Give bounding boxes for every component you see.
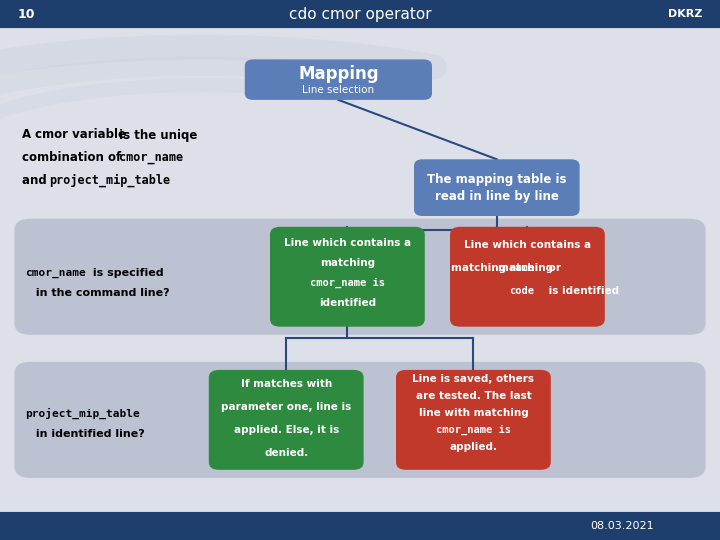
Text: Line which contains a: Line which contains a <box>284 238 411 248</box>
Text: cmor variable: cmor variable <box>35 129 125 141</box>
FancyBboxPatch shape <box>0 512 720 540</box>
Text: parameter one, line is: parameter one, line is <box>221 402 351 412</box>
Text: Line is saved, others: Line is saved, others <box>413 374 534 384</box>
FancyBboxPatch shape <box>270 227 425 327</box>
Text: cmor_name is: cmor_name is <box>436 425 511 435</box>
Text: or: or <box>546 263 562 273</box>
Text: in the command line?: in the command line? <box>32 288 170 298</box>
Text: project_mip_table: project_mip_table <box>49 174 170 187</box>
Text: in identified line?: in identified line? <box>32 429 145 438</box>
Text: cmor_name is: cmor_name is <box>310 278 385 288</box>
FancyBboxPatch shape <box>209 370 364 470</box>
FancyBboxPatch shape <box>396 370 551 470</box>
Text: DKRZ: DKRZ <box>667 9 702 19</box>
Text: Mapping: Mapping <box>298 65 379 83</box>
Text: name: name <box>510 263 534 273</box>
Text: code: code <box>510 286 534 296</box>
FancyBboxPatch shape <box>14 219 706 335</box>
Text: is identified: is identified <box>546 286 619 296</box>
Text: cmor_name: cmor_name <box>25 268 86 278</box>
Text: identified: identified <box>319 298 376 308</box>
Text: If matches with: If matches with <box>240 379 332 389</box>
Text: cdo cmor operator: cdo cmor operator <box>289 6 431 22</box>
Text: are tested. The last: are tested. The last <box>415 391 531 401</box>
Text: project_mip_table: project_mip_table <box>25 408 140 418</box>
Text: is specified: is specified <box>89 268 163 278</box>
Text: cmor_name: cmor_name <box>119 151 183 164</box>
Text: matching: matching <box>451 263 510 273</box>
FancyBboxPatch shape <box>245 59 432 100</box>
Text: 08.03.2021: 08.03.2021 <box>590 521 654 531</box>
Text: A: A <box>22 129 35 141</box>
Text: matching: matching <box>320 258 375 268</box>
FancyBboxPatch shape <box>0 0 720 28</box>
Text: Line which contains a: Line which contains a <box>464 240 591 249</box>
Text: The mapping table is
read in line by line: The mapping table is read in line by lin… <box>427 173 567 202</box>
Text: matching: matching <box>498 263 557 273</box>
Text: combination of: combination of <box>22 151 125 164</box>
Text: applied.: applied. <box>449 442 498 452</box>
Text: and: and <box>22 174 50 187</box>
Text: line with matching: line with matching <box>418 408 528 418</box>
FancyBboxPatch shape <box>450 227 605 327</box>
Text: denied.: denied. <box>264 448 308 458</box>
Text: 10: 10 <box>18 8 35 21</box>
FancyBboxPatch shape <box>414 159 580 216</box>
Text: Line selection: Line selection <box>302 85 374 95</box>
FancyBboxPatch shape <box>14 362 706 478</box>
Text: is the uniqe: is the uniqe <box>115 129 197 141</box>
Text: applied. Else, it is: applied. Else, it is <box>233 425 339 435</box>
